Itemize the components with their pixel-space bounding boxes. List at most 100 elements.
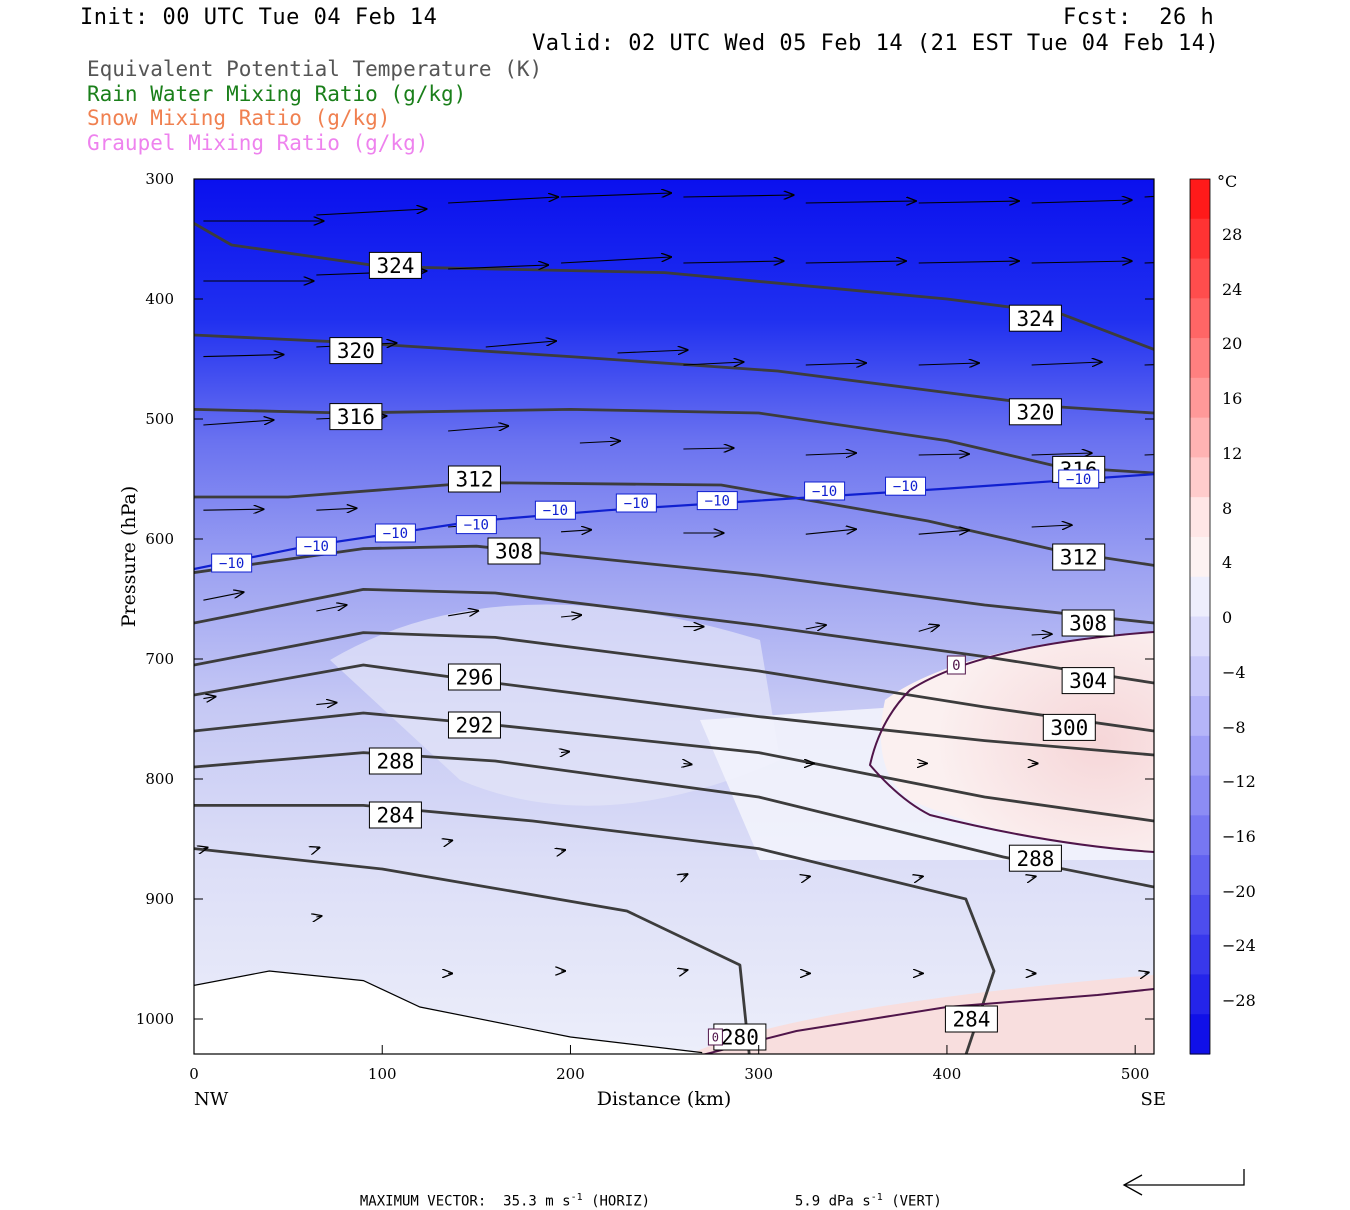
isotherm-minus10-label-0-box bbox=[211, 553, 253, 573]
x-axis-label: Distance (km) bbox=[597, 1088, 732, 1110]
colorbar-tick-label: 28 bbox=[1222, 225, 1242, 244]
wind-vector bbox=[448, 611, 478, 616]
wind-vector bbox=[805, 529, 856, 535]
wind-vector bbox=[203, 697, 215, 699]
wind-vector bbox=[561, 530, 591, 532]
colorbar-tick-label: 16 bbox=[1222, 389, 1242, 408]
colorbar-segment bbox=[1190, 1014, 1210, 1055]
vert-tag: (VERT) bbox=[891, 1193, 942, 1210]
colorbar-tick-label: 24 bbox=[1222, 280, 1242, 299]
wind-vector bbox=[918, 530, 969, 534]
theta-e-label-308-b: 308 bbox=[1069, 612, 1107, 636]
colorbar-segment bbox=[1190, 934, 1210, 976]
isotherm-minus10-label-3-box bbox=[455, 515, 497, 535]
theta-e-label-312-box bbox=[447, 465, 501, 493]
colorbar-tick-label: 8 bbox=[1222, 499, 1232, 518]
theta-e-label-320-b: 320 bbox=[1016, 400, 1054, 424]
isotherm-minus10-label-4-box bbox=[534, 500, 576, 520]
isotherm-0-label-box bbox=[946, 655, 966, 675]
colorbar-segment bbox=[1190, 497, 1210, 538]
max-vector-horiz: MAXIMUM VECTOR: 35.3 m s-1 (HORIZ) bbox=[343, 1176, 650, 1210]
wind-vector bbox=[683, 763, 691, 764]
isotherm-minus10-label-2: −10 bbox=[383, 526, 408, 542]
wind-vector bbox=[919, 876, 923, 877]
colorbar-segment bbox=[1190, 656, 1210, 697]
theta-e-label-292: 292 bbox=[456, 714, 494, 738]
wind-vector bbox=[316, 703, 336, 705]
theta-e-contour-296 bbox=[194, 663, 1154, 757]
colorbar-segment bbox=[1190, 457, 1210, 498]
wind-vector bbox=[485, 341, 556, 348]
wind-vector bbox=[561, 850, 565, 851]
wind-vector bbox=[805, 201, 916, 203]
theta-e-label-312: 312 bbox=[456, 468, 494, 492]
theta-e-label-292-box bbox=[447, 711, 501, 739]
theta-e-label-312-b: 312 bbox=[1060, 546, 1098, 570]
wind-vector bbox=[683, 261, 783, 263]
wind-vector bbox=[1031, 362, 1102, 365]
y-tick-label: 600 bbox=[145, 530, 174, 548]
colorbar-segment bbox=[1190, 696, 1210, 737]
theta-e-label-320-box bbox=[329, 337, 383, 365]
wind-vector bbox=[203, 420, 273, 426]
isotherm-minus10-label-0: −10 bbox=[219, 556, 244, 572]
temperature-colorbar: °C 28 24 20 16 12 8 4 0 −4 −8 −12 −16 −20 −24 −28 bbox=[1189, 172, 1256, 1055]
wind-vector bbox=[579, 441, 620, 443]
isotherm-minus10-label-9: −10 bbox=[1066, 472, 1091, 488]
isotherm-minus10-label-5: −10 bbox=[624, 496, 649, 512]
wind-vector bbox=[918, 363, 979, 365]
colorbar-segment bbox=[1190, 775, 1210, 816]
temperature-fill bbox=[194, 179, 1154, 1054]
wind-vector bbox=[561, 615, 581, 617]
colorbar-tick-label: 4 bbox=[1222, 553, 1232, 572]
wind-vector bbox=[316, 209, 426, 216]
legend-snow: Snow Mixing Ratio (g/kg) bbox=[87, 106, 391, 130]
theta-e-label-316: 316 bbox=[337, 405, 375, 429]
x-tick-label: 400 bbox=[933, 1065, 962, 1083]
colorbar-segment bbox=[1190, 894, 1210, 936]
theta-e-label-288: 288 bbox=[376, 750, 414, 774]
theta-e-label-284-b: 284 bbox=[952, 1008, 990, 1032]
wind-vector bbox=[203, 848, 207, 849]
terrain-line bbox=[194, 970, 703, 1054]
wind-vector bbox=[683, 195, 793, 197]
isotherm-0-label-b-box bbox=[707, 1028, 723, 1046]
wind-vector bbox=[617, 350, 688, 353]
theta-e-contour-284 bbox=[194, 804, 996, 1054]
colorbar-segment bbox=[1190, 258, 1210, 299]
init-time: Init: 00 UTC Tue 04 Feb 14 bbox=[80, 5, 438, 30]
max-vector-vert: 5.9 dPa s-1 (VERT) bbox=[778, 1176, 942, 1210]
wind-vector bbox=[918, 201, 1019, 203]
wind-vector bbox=[1031, 200, 1132, 203]
isotherm-0-label-b: 0 bbox=[712, 1030, 719, 1044]
wind-vector bbox=[1031, 525, 1072, 527]
theta-e-label-324-b: 324 bbox=[1016, 307, 1054, 331]
vert-value: 5.9 dPa s bbox=[794, 1193, 871, 1210]
wind-vector bbox=[316, 508, 356, 510]
wind-vector bbox=[918, 625, 939, 631]
reference-vector-icon bbox=[1122, 1169, 1245, 1196]
isotherm-minus10-label-9-box bbox=[1058, 469, 1100, 489]
valid-time: Valid: 02 UTC Wed 05 Feb 14 (21 EST Tue … bbox=[532, 31, 1220, 56]
legend-theta-e: Equivalent Potential Temperature (K) bbox=[87, 57, 543, 81]
colorbar-tick-label: −28 bbox=[1222, 991, 1256, 1010]
max-vector-label: MAXIMUM VECTOR: 35.3 m s bbox=[359, 1193, 571, 1210]
isotherm-minus10-label-6-box bbox=[696, 491, 738, 511]
colorbar-tick-label: 0 bbox=[1222, 608, 1232, 627]
wind-vector bbox=[1031, 261, 1132, 263]
colorbar-segment bbox=[1190, 338, 1210, 379]
theta-e-label-284: 284 bbox=[376, 804, 414, 828]
forecast-hour: Fcst: 26 h bbox=[1063, 5, 1215, 30]
colorbar-segment bbox=[1190, 536, 1210, 578]
isotherm-minus10-label-6: −10 bbox=[705, 494, 730, 510]
wind-vector bbox=[806, 876, 810, 877]
theta-e-label-300-b: 300 bbox=[1050, 716, 1088, 740]
theta-e-label-280: 280 bbox=[721, 1026, 759, 1050]
isotherm-minus10-label-8: −10 bbox=[893, 479, 918, 495]
theta-e-label-296: 296 bbox=[456, 666, 494, 690]
isotherm-minus10-label-2-box bbox=[374, 523, 416, 543]
colorbar-segment bbox=[1190, 298, 1210, 339]
isotherm-minus10-label-5-box bbox=[615, 493, 657, 513]
theta-e-label-324: 324 bbox=[376, 254, 414, 278]
